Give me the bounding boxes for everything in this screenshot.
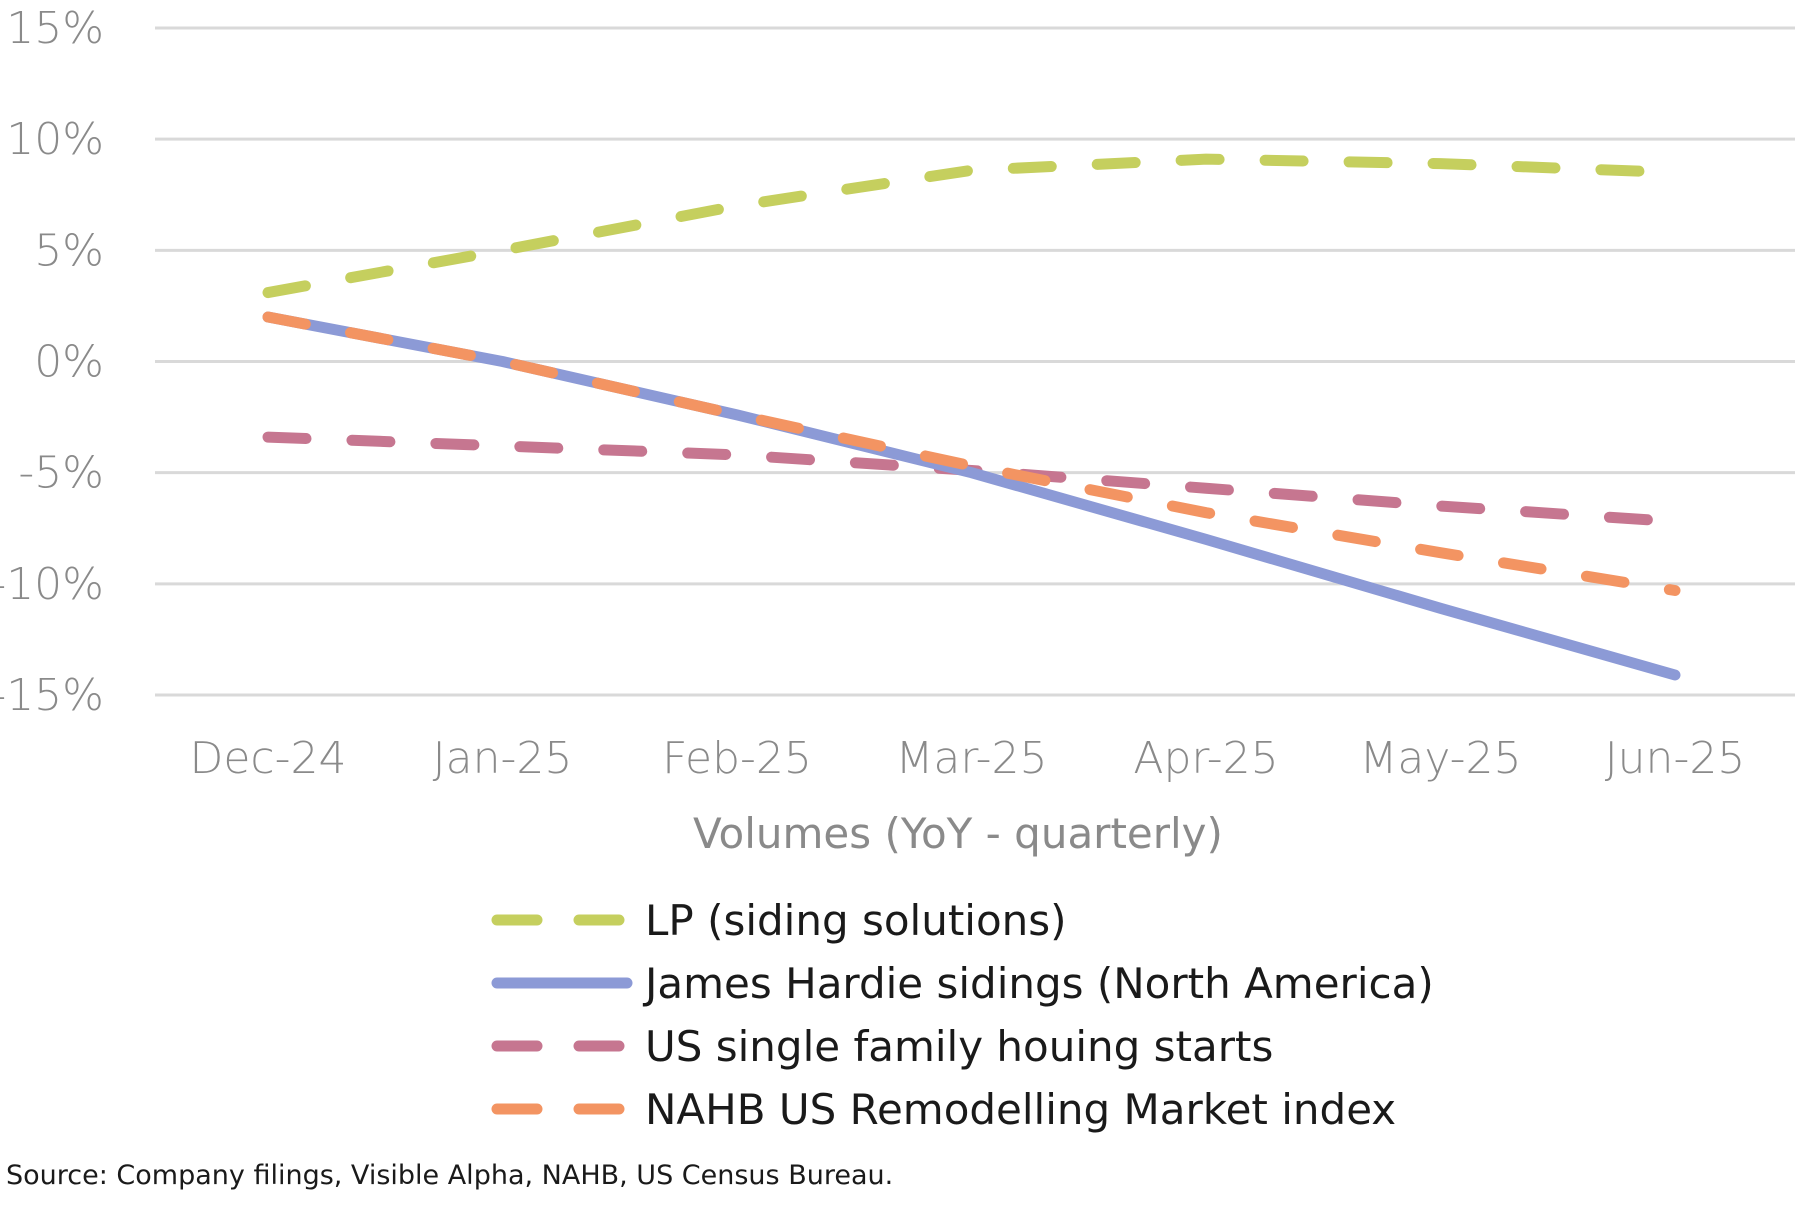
y-tick-label: -5% xyxy=(18,448,104,499)
x-axis-ticks: Dec-24 Jan-25 Feb-25 Mar-25 Apr-25 May-25 Jun-… xyxy=(189,733,1745,784)
y-tick-label: 10% xyxy=(6,114,104,165)
x-axis-label: Volumes (YoY - quarterly) xyxy=(693,809,1223,858)
y-tick-label: -15% xyxy=(0,670,104,721)
legend-label: LP (siding solutions) xyxy=(645,896,1067,945)
gridlines xyxy=(155,26,1795,697)
y-tick-label: -10% xyxy=(0,559,104,610)
legend-item: LP (siding solutions) xyxy=(491,896,1067,945)
x-tick-label: Jan-25 xyxy=(433,733,573,784)
legend-item: US single family houing starts xyxy=(491,1022,1273,1071)
legend: LP (siding solutions) James Hardie siding… xyxy=(491,896,1434,1134)
x-tick-label: Mar-25 xyxy=(895,733,1047,784)
y-axis-ticks: 15% 10% 5% 0% -5% -10% -15% xyxy=(0,3,104,721)
y-tick-label: 0% xyxy=(34,337,104,388)
legend-label: US single family houing starts xyxy=(645,1022,1273,1071)
legend-label: NAHB US Remodelling Market index xyxy=(645,1085,1396,1134)
series-line-lp-siding-solutions xyxy=(262,153,1681,299)
series-line-us-single-family-houing-starts xyxy=(262,431,1681,528)
x-tick-label: Jun-25 xyxy=(1605,733,1746,784)
series-line-james-hardie-sidings-north-america xyxy=(262,311,1681,681)
source-note: Source: Company filings, Visible Alpha, … xyxy=(6,1160,894,1191)
series-line-nahb-us-remodelling-market-index xyxy=(262,311,1681,597)
x-tick-label: May-25 xyxy=(1359,733,1521,784)
x-tick-label: Dec-24 xyxy=(189,733,346,784)
legend-label: James Hardie sidings (North America) xyxy=(642,959,1434,1008)
x-tick-label: Feb-25 xyxy=(662,733,812,784)
y-tick-label: 15% xyxy=(6,3,104,54)
legend-item: NAHB US Remodelling Market index xyxy=(491,1085,1396,1134)
legend-item: James Hardie sidings (North America) xyxy=(491,959,1434,1008)
x-tick-label: Apr-25 xyxy=(1133,733,1278,784)
series-lines xyxy=(262,153,1681,681)
y-tick-label: 5% xyxy=(34,225,104,276)
